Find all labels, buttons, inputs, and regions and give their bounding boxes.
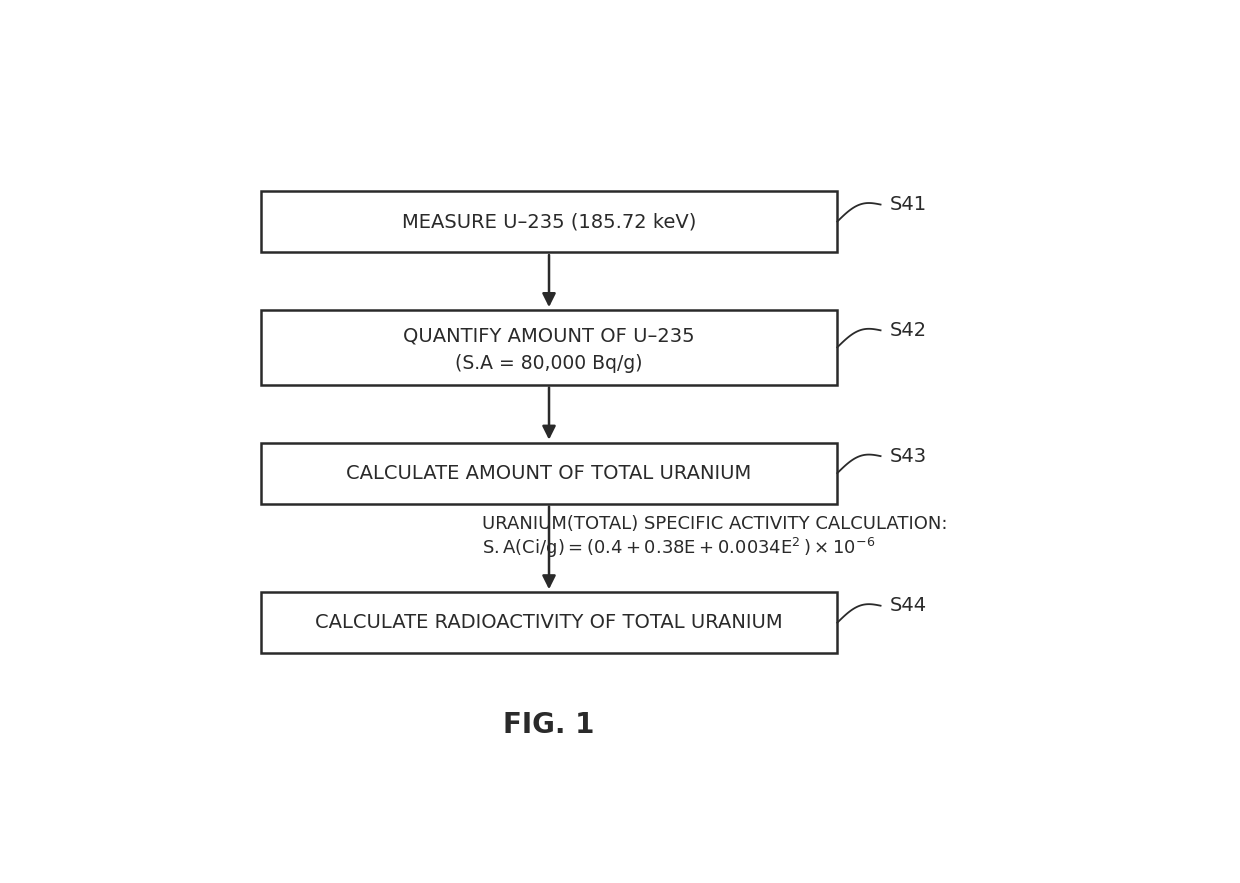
Bar	[260, 442, 837, 503]
Text: S44: S44	[890, 596, 928, 615]
Text: CALCULATE RADIOACTIVITY OF TOTAL URANIUM: CALCULATE RADIOACTIVITY OF TOTAL URANIUM	[315, 613, 782, 632]
Text: FIG. 1: FIG. 1	[503, 711, 595, 739]
Text: S42: S42	[890, 321, 928, 340]
Text: QUANTIFY AMOUNT OF U–235: QUANTIFY AMOUNT OF U–235	[403, 327, 694, 345]
Bar	[260, 310, 837, 385]
Text: S43: S43	[890, 447, 928, 465]
Text: $\mathsf{S.A(Ci/g) = (0.4 + 0.38E + 0.0034E^{2}\,) \times 10^{-6}}$: $\mathsf{S.A(Ci/g) = (0.4 + 0.38E + 0.00…	[481, 536, 875, 560]
Text: MEASURE U–235 (185.72 keV): MEASURE U–235 (185.72 keV)	[402, 212, 696, 231]
Bar	[260, 592, 837, 653]
Text: (S.A = 80,000 Bq/g): (S.A = 80,000 Bq/g)	[455, 354, 642, 374]
Text: CALCULATE AMOUNT OF TOTAL URANIUM: CALCULATE AMOUNT OF TOTAL URANIUM	[346, 464, 751, 483]
Bar	[260, 191, 837, 253]
Text: S41: S41	[890, 195, 928, 214]
Text: URANIUM(TOTAL) SPECIFIC ACTIVITY CALCULATION:: URANIUM(TOTAL) SPECIFIC ACTIVITY CALCULA…	[481, 515, 947, 533]
